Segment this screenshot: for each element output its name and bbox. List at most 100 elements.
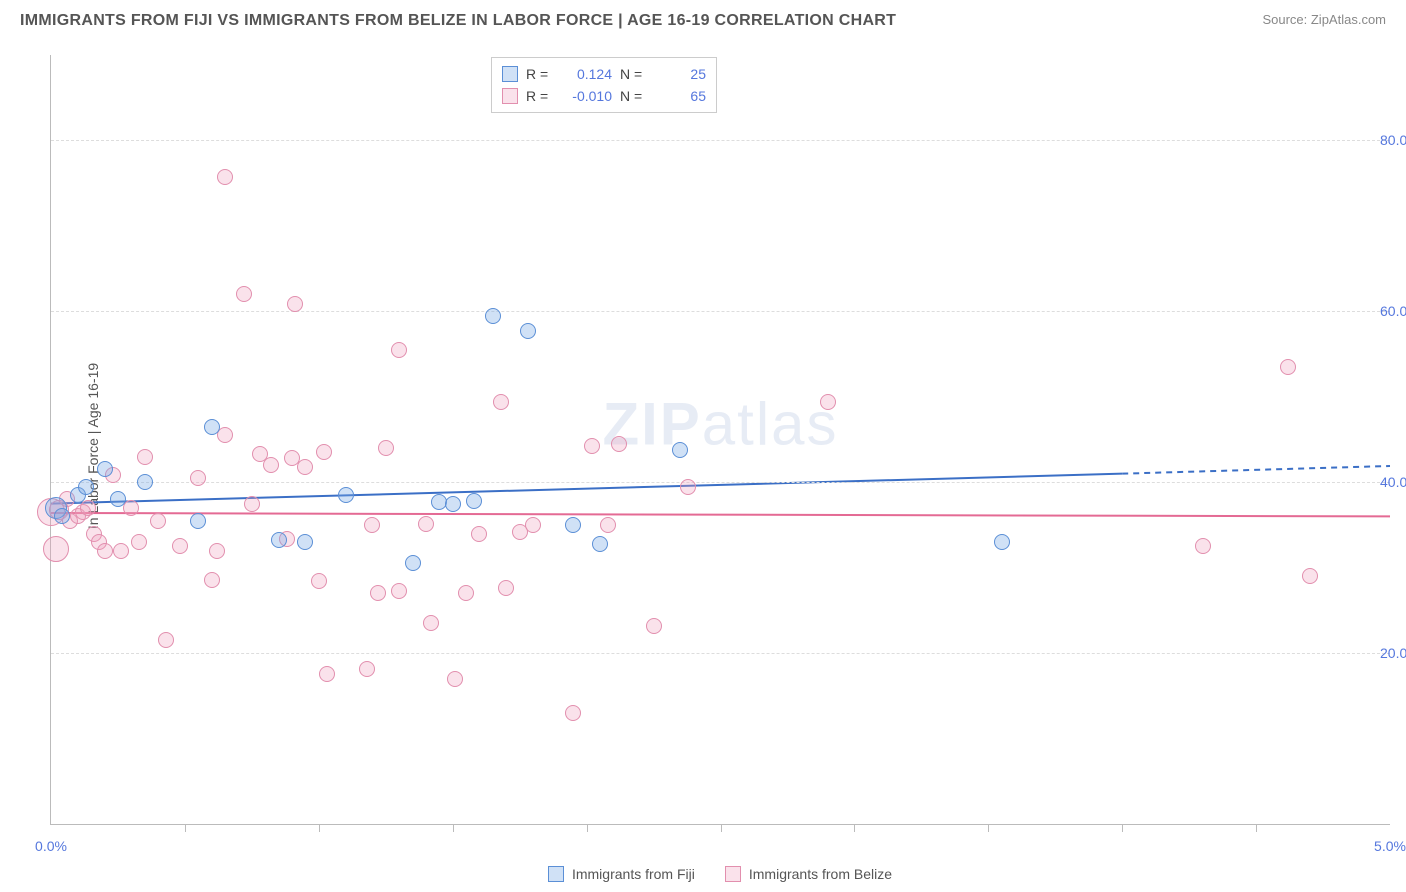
- scatter-point-belize: [319, 666, 335, 682]
- n-label: N =: [620, 63, 648, 85]
- scatter-point-belize: [316, 444, 332, 460]
- scatter-point-belize: [311, 573, 327, 589]
- stats-legend-row-fiji: R =0.124N =25: [502, 63, 706, 85]
- y-tick-label: 40.0%: [1380, 474, 1406, 490]
- scatter-point-belize: [80, 500, 96, 516]
- x-tick-minor: [587, 824, 588, 832]
- scatter-point-fiji: [110, 491, 126, 507]
- scatter-point-belize: [646, 618, 662, 634]
- chart-plot-area: ZIPatlas R =0.124N =25R =-0.010N =65 20.…: [50, 55, 1390, 825]
- gridline-horizontal: [51, 311, 1390, 312]
- x-tick-minor: [453, 824, 454, 832]
- r-value: -0.010: [562, 85, 612, 107]
- scatter-point-belize: [600, 517, 616, 533]
- x-tick-minor: [988, 824, 989, 832]
- scatter-point-belize: [525, 517, 541, 533]
- legend-item-fiji: Immigrants from Fiji: [548, 866, 695, 882]
- scatter-point-belize: [287, 296, 303, 312]
- trend-line: [51, 474, 1122, 504]
- scatter-point-belize: [378, 440, 394, 456]
- scatter-point-fiji: [297, 534, 313, 550]
- stats-legend-row-belize: R = -0.010 N = 65: [502, 85, 706, 107]
- r-label: R =: [526, 63, 554, 85]
- x-tick-minor: [185, 824, 186, 832]
- scatter-point-belize: [1280, 359, 1296, 375]
- scatter-point-belize: [217, 427, 233, 443]
- scatter-point-belize: [423, 615, 439, 631]
- scatter-point-belize: [190, 470, 206, 486]
- r-label: R =: [526, 85, 554, 107]
- y-tick-label: 80.0%: [1380, 132, 1406, 148]
- scatter-point-belize: [97, 543, 113, 559]
- chart-title: IMMIGRANTS FROM FIJI VS IMMIGRANTS FROM …: [20, 12, 896, 30]
- scatter-point-fiji: [485, 308, 501, 324]
- legend-swatch-belize: [725, 866, 741, 882]
- gridline-horizontal: [51, 482, 1390, 483]
- legend-swatch-fiji: [548, 866, 564, 882]
- scatter-point-fiji: [338, 487, 354, 503]
- scatter-point-fiji: [994, 534, 1010, 550]
- scatter-point-fiji: [405, 555, 421, 571]
- scatter-point-belize: [217, 169, 233, 185]
- scatter-point-fiji: [466, 493, 482, 509]
- scatter-point-belize: [584, 438, 600, 454]
- scatter-point-belize: [123, 500, 139, 516]
- scatter-point-belize: [1302, 568, 1318, 584]
- scatter-point-belize: [498, 580, 514, 596]
- scatter-point-fiji: [137, 474, 153, 490]
- scatter-point-belize: [370, 585, 386, 601]
- n-label: N =: [620, 85, 648, 107]
- x-tick-minor: [319, 824, 320, 832]
- x-tick-minor: [1122, 824, 1123, 832]
- scatter-point-belize: [263, 457, 279, 473]
- y-tick-label: 60.0%: [1380, 303, 1406, 319]
- n-value: 25: [656, 63, 706, 85]
- scatter-point-belize: [391, 342, 407, 358]
- scatter-point-belize: [1195, 538, 1211, 554]
- gridline-horizontal: [51, 140, 1390, 141]
- scatter-point-belize: [137, 449, 153, 465]
- scatter-point-belize: [391, 583, 407, 599]
- scatter-point-belize: [471, 526, 487, 542]
- scatter-point-fiji: [97, 461, 113, 477]
- trend-line: [1122, 466, 1390, 474]
- trend-lines-svg: [51, 55, 1390, 824]
- scatter-point-belize: [172, 538, 188, 554]
- scatter-point-belize: [158, 632, 174, 648]
- scatter-point-fiji: [271, 532, 287, 548]
- scatter-point-fiji: [520, 323, 536, 339]
- y-tick-label: 20.0%: [1380, 645, 1406, 661]
- bottom-legend: Immigrants from Fiji Immigrants from Beli…: [50, 866, 1390, 882]
- scatter-point-fiji: [78, 479, 94, 495]
- scatter-point-fiji: [592, 536, 608, 552]
- scatter-point-belize: [150, 513, 166, 529]
- scatter-point-belize: [204, 572, 220, 588]
- scatter-point-belize: [244, 496, 260, 512]
- source-attribution: Source: ZipAtlas.com: [1262, 12, 1386, 27]
- scatter-point-belize: [131, 534, 147, 550]
- scatter-point-belize: [297, 459, 313, 475]
- gridline-horizontal: [51, 653, 1390, 654]
- scatter-point-belize: [43, 536, 69, 562]
- n-value: 65: [656, 85, 706, 107]
- legend-swatch-fiji: [502, 66, 518, 82]
- scatter-point-belize: [820, 394, 836, 410]
- scatter-point-belize: [493, 394, 509, 410]
- x-tick-label: 5.0%: [1374, 838, 1406, 854]
- scatter-point-fiji: [54, 508, 70, 524]
- scatter-point-fiji: [565, 517, 581, 533]
- scatter-point-belize: [565, 705, 581, 721]
- x-tick-minor: [721, 824, 722, 832]
- scatter-point-belize: [113, 543, 129, 559]
- scatter-point-belize: [209, 543, 225, 559]
- x-tick-minor: [1256, 824, 1257, 832]
- legend-label: Immigrants from Belize: [749, 866, 892, 882]
- scatter-point-belize: [364, 517, 380, 533]
- scatter-point-fiji: [672, 442, 688, 458]
- scatter-point-fiji: [445, 496, 461, 512]
- scatter-point-fiji: [190, 513, 206, 529]
- scatter-point-fiji: [204, 419, 220, 435]
- scatter-point-belize: [680, 479, 696, 495]
- stats-legend-box: R =0.124N =25R =-0.010N =65: [491, 57, 717, 113]
- scatter-point-belize: [611, 436, 627, 452]
